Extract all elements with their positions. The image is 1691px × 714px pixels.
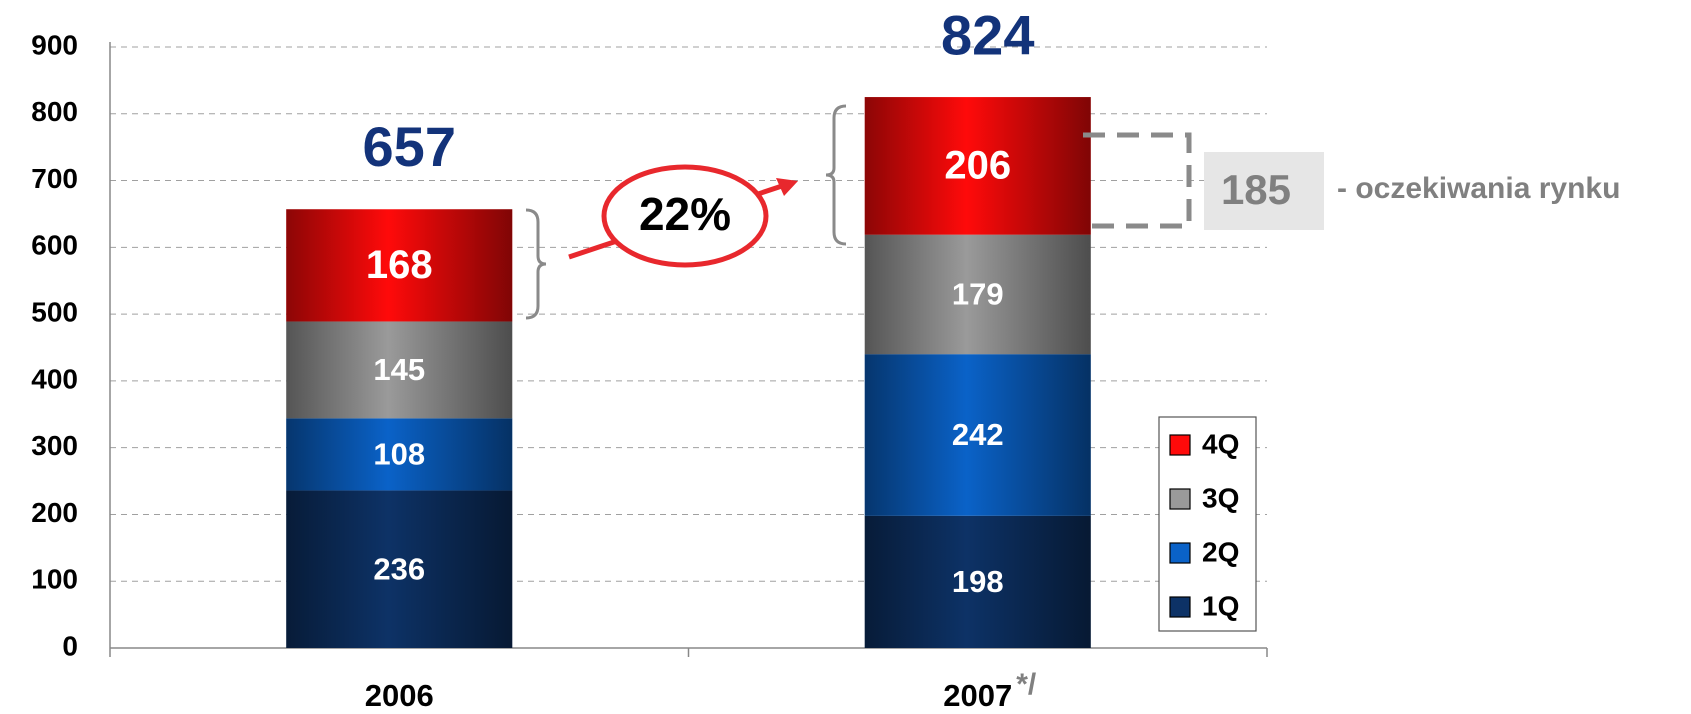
y-tick-label: 600 [31, 230, 78, 261]
bar-shade [864, 97, 1091, 235]
bar-shade [864, 515, 1091, 648]
y-tick-label: 400 [31, 363, 78, 394]
brace [525, 208, 547, 320]
legend-swatch [1169, 434, 1191, 456]
data-label: 179 [952, 277, 1004, 312]
legend-label: 3Q [1202, 482, 1239, 513]
bar-shade [286, 209, 513, 322]
bar-shade [864, 234, 1091, 355]
y-tick-label: 0 [62, 630, 78, 661]
data-label: 242 [952, 417, 1004, 452]
expectation-label: - oczekiwania rynku [1337, 172, 1620, 205]
legend-label: 1Q [1202, 590, 1239, 621]
bar-shade [286, 418, 513, 491]
brace [825, 104, 847, 246]
bar-shade [286, 490, 513, 648]
y-tick-label: 300 [31, 430, 78, 461]
y-tick-label: 900 [31, 29, 78, 60]
legend-swatch [1169, 542, 1191, 564]
y-tick-label: 100 [31, 564, 78, 595]
expectation-box [1204, 152, 1324, 230]
expectation-bracket [1083, 132, 1192, 229]
data-label: 168 [366, 243, 433, 287]
legend-swatch [1169, 488, 1191, 510]
y-tick-label: 200 [31, 497, 78, 528]
data-label: 206 [944, 143, 1011, 187]
legend-label: 2Q [1202, 536, 1239, 567]
growth-ellipse [601, 164, 769, 268]
data-label: 236 [373, 551, 425, 586]
y-tick-label: 500 [31, 297, 78, 328]
expectation-value: 185 [1221, 166, 1291, 213]
total-label: 824 [941, 4, 1034, 67]
legend-swatch [1169, 596, 1191, 618]
data-label: 198 [952, 564, 1004, 599]
y-tick-label: 800 [31, 96, 78, 127]
growth-label: 22% [639, 188, 731, 240]
y-tick-label: 700 [31, 163, 78, 194]
arrow-head [776, 178, 798, 196]
total-label: 657 [363, 115, 456, 178]
data-label: 145 [373, 352, 425, 387]
bar-shade [286, 321, 513, 419]
plot: 0 100 200 300 400 500 600 700 800 900 2006 236 108 14… [31, 4, 1268, 713]
x-tick-label: 2007 [943, 678, 1012, 713]
data-label: 108 [373, 437, 425, 472]
legend-label: 4Q [1202, 428, 1239, 459]
category-note: */ [1016, 668, 1037, 701]
bar-shade [864, 354, 1091, 516]
x-tick-label: 2006 [365, 678, 434, 713]
